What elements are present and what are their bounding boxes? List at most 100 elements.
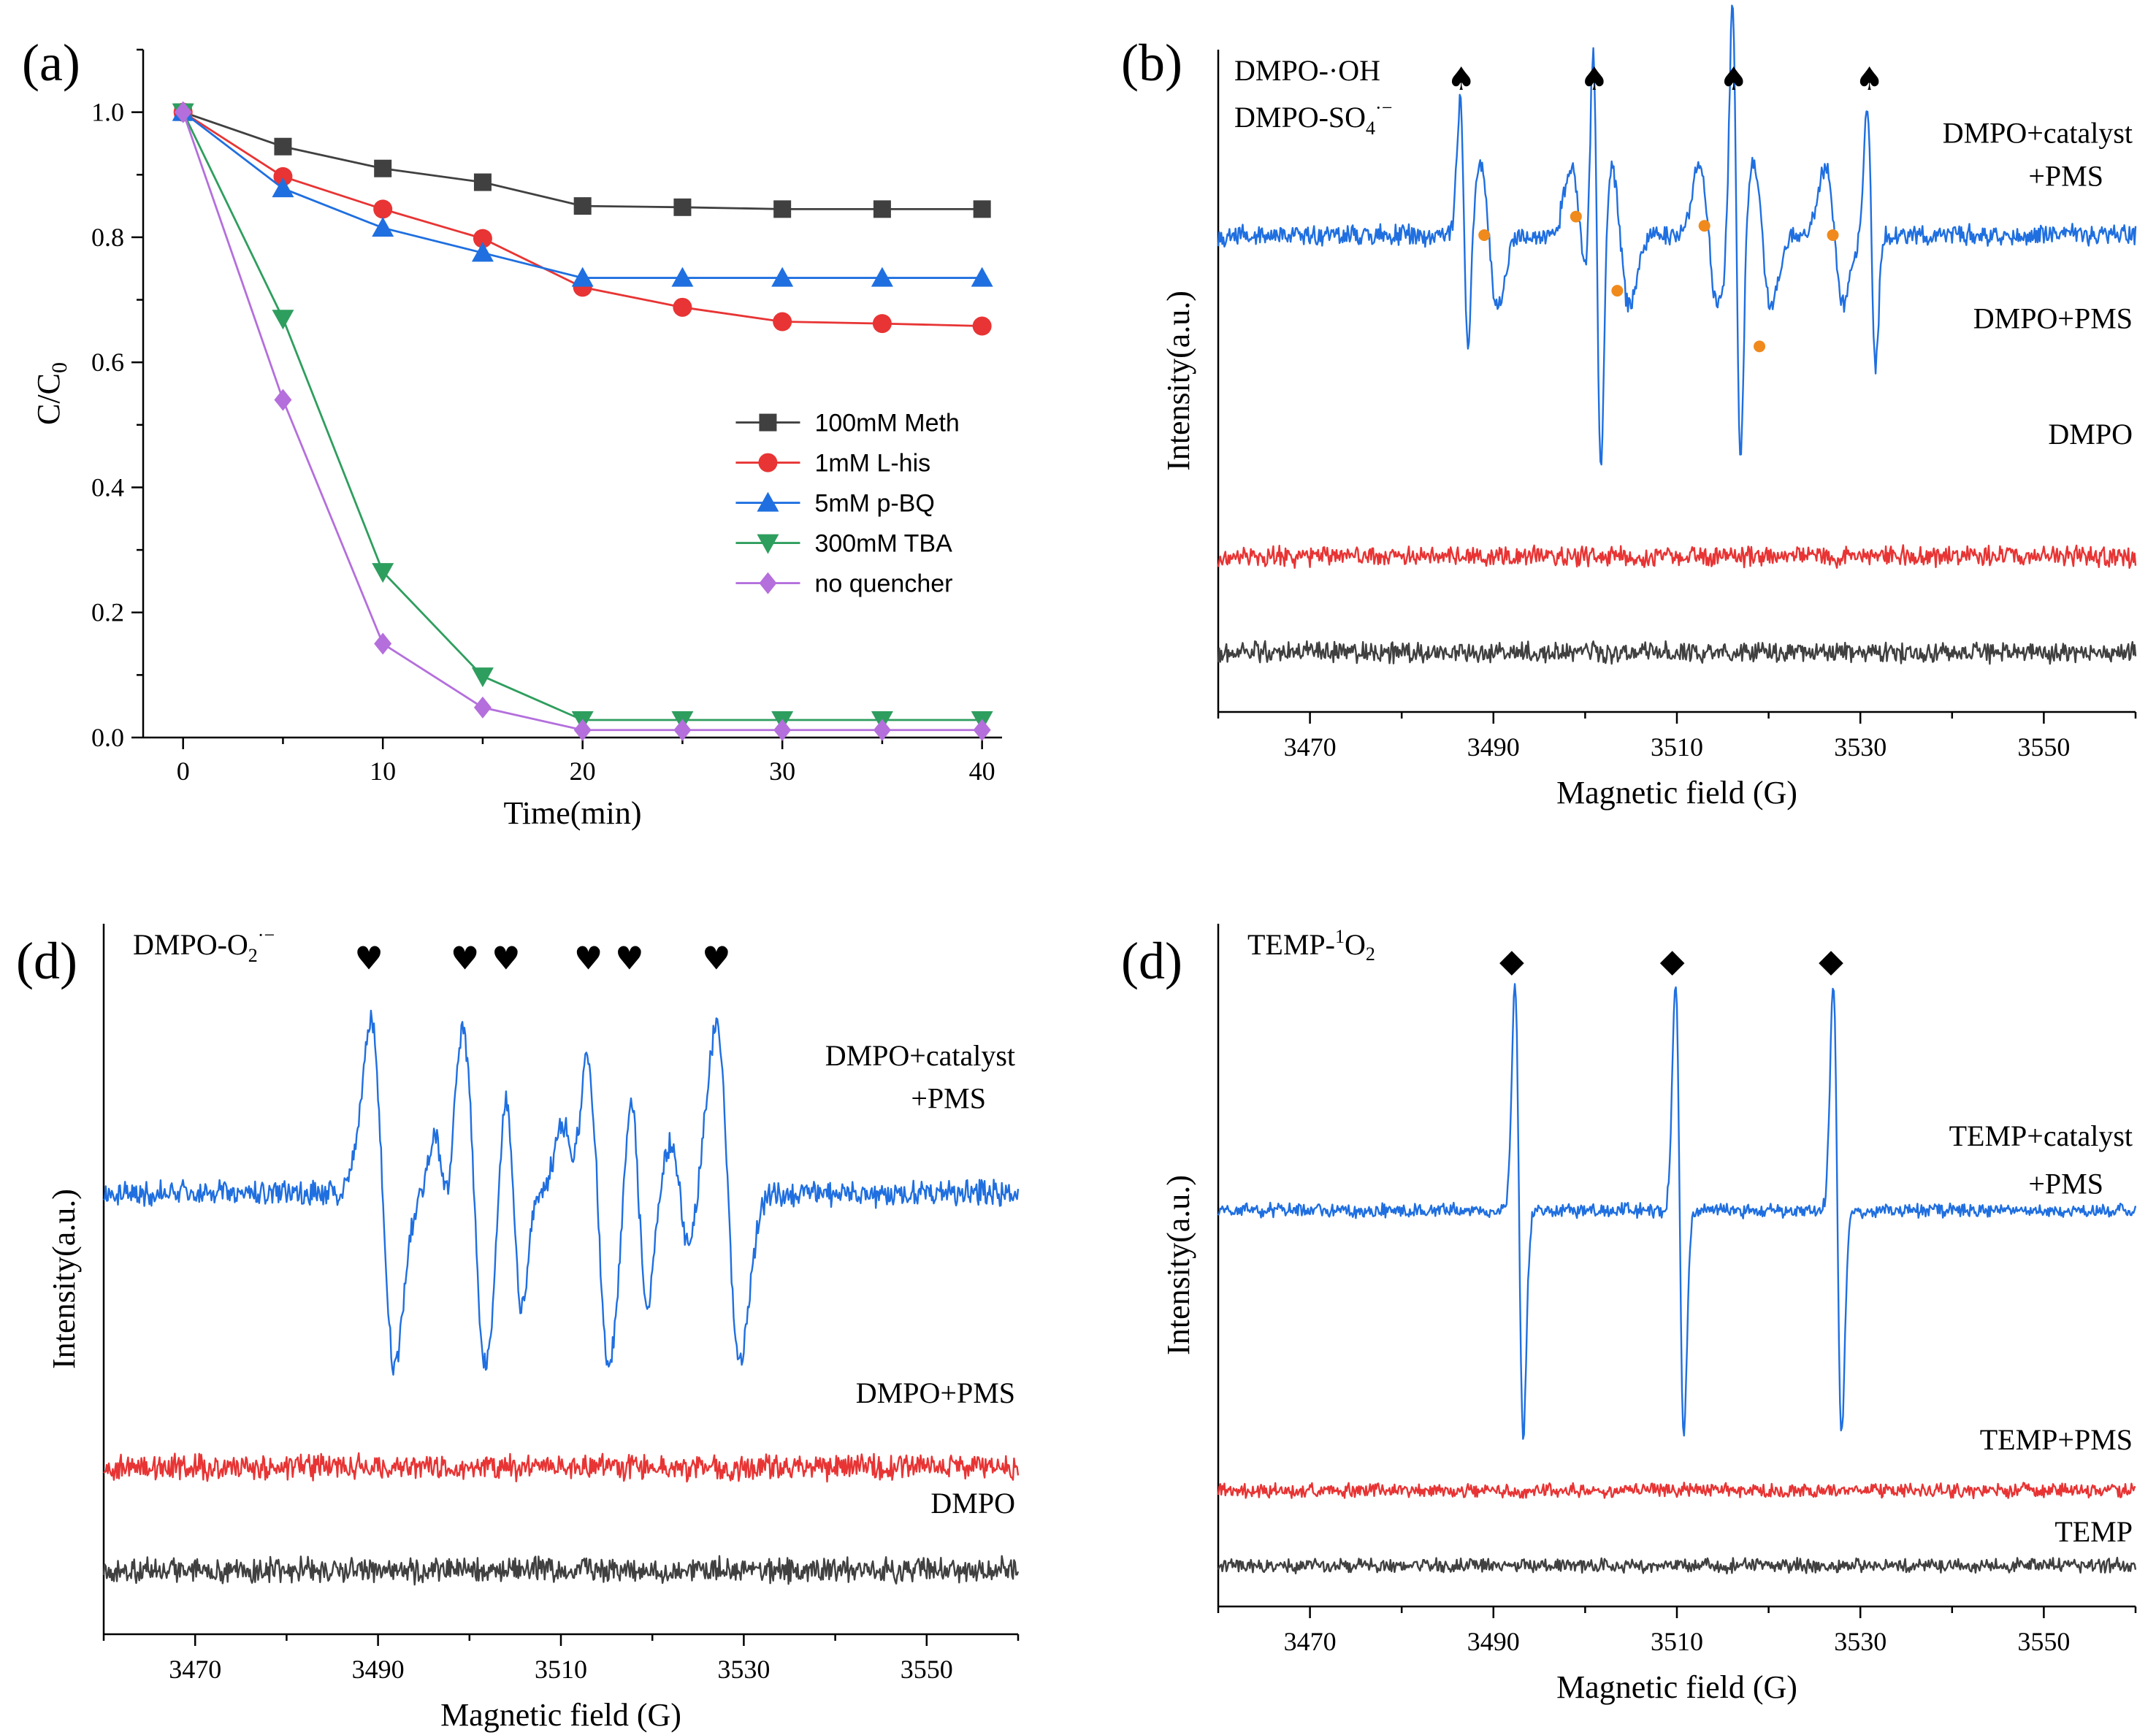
legend-text-after: O bbox=[1345, 928, 1366, 961]
data-point bbox=[473, 696, 492, 719]
data-point bbox=[972, 316, 992, 336]
legend-label: no quencher bbox=[814, 570, 952, 598]
species-legend: DMPO-O2·− bbox=[133, 924, 275, 966]
spade-marker: ♠ bbox=[1855, 61, 1884, 98]
heart-marker: ♥ bbox=[702, 941, 730, 978]
panel-letter: (a) bbox=[22, 34, 80, 92]
panel-letter: (d) bbox=[1121, 932, 1182, 990]
data-point bbox=[372, 563, 394, 583]
orange-dot-marker bbox=[1478, 229, 1491, 241]
x-axis-title: Magnetic field (G) bbox=[1556, 1669, 1797, 1705]
trace-label: DMPO bbox=[930, 1487, 1015, 1520]
x-tick-label: 3550 bbox=[2017, 732, 2070, 762]
x-axis-title: Magnetic field (G) bbox=[1556, 775, 1797, 811]
x-tick-label: 3510 bbox=[1651, 1627, 1703, 1656]
heart-marker: ♥ bbox=[574, 941, 603, 978]
data-point bbox=[973, 200, 991, 218]
data-point bbox=[473, 229, 492, 248]
data-point bbox=[473, 173, 492, 191]
spectrum-0 bbox=[1217, 4, 2137, 466]
diamond-marker: ◆ bbox=[1819, 942, 1843, 979]
x-tick-label: 10 bbox=[370, 757, 396, 786]
x-tick-label: 3530 bbox=[717, 1655, 770, 1684]
data-point bbox=[773, 719, 792, 741]
spade-marker: ♠ bbox=[1719, 61, 1748, 98]
data-point bbox=[174, 101, 192, 123]
legend-sup: ·− bbox=[1375, 97, 1392, 118]
trace-label: TEMP+catalyst bbox=[1949, 1119, 2133, 1152]
legend-marker bbox=[759, 413, 777, 432]
data-point bbox=[773, 312, 792, 332]
x-tick-label: 40 bbox=[969, 757, 995, 786]
panel-epr-1: 3470 3490 3510 3530 3550 Magnetic field (G) In… bbox=[1161, 4, 2137, 811]
legend-marker bbox=[759, 572, 777, 594]
panel-epr-2: 3470 3490 3510 3530 3550 Magnetic field (G) In… bbox=[46, 924, 1020, 1733]
data-point bbox=[971, 267, 993, 287]
y-tick-label: 0.8 bbox=[91, 223, 124, 252]
data-point bbox=[773, 200, 792, 218]
x-tick-label: 3470 bbox=[1284, 1627, 1337, 1656]
data-point bbox=[471, 667, 494, 688]
data-point bbox=[374, 159, 392, 177]
legend-label: 100mM Meth bbox=[814, 410, 959, 437]
y-tick-label: 0.6 bbox=[91, 348, 124, 377]
x-tick-label: 3510 bbox=[1651, 732, 1703, 762]
data-point bbox=[673, 297, 692, 317]
y-axis-title: Intensity(a.u.) bbox=[46, 1189, 82, 1369]
orange-dot-marker bbox=[1611, 285, 1624, 297]
series-line bbox=[183, 111, 982, 210]
species-legend: DMPO-SO4·− bbox=[1234, 97, 1392, 139]
data-point bbox=[373, 199, 393, 219]
legend-sub: 2 bbox=[248, 945, 258, 966]
series-2 bbox=[172, 101, 993, 287]
species-legend: DMPO-·OH bbox=[1234, 54, 1380, 87]
legend-marker bbox=[757, 534, 779, 554]
data-point bbox=[873, 719, 891, 741]
y-tick-label: 1.0 bbox=[91, 98, 124, 127]
trace-label: DMPO bbox=[2048, 418, 2133, 451]
spectrum-1 bbox=[103, 1452, 1020, 1483]
panel-epr-3: 3470 3490 3510 3530 3550 Magnetic field (G) In… bbox=[1161, 924, 2137, 1705]
y-axis-title: Intensity(a.u.) bbox=[1161, 1175, 1196, 1355]
x-tick-label: 3550 bbox=[901, 1655, 953, 1684]
spade-marker: ♠ bbox=[1447, 61, 1475, 98]
spade-marker: ♠ bbox=[1580, 61, 1608, 98]
spectrum-2 bbox=[102, 1555, 1020, 1586]
data-point bbox=[973, 719, 991, 741]
data-point bbox=[771, 267, 794, 287]
trace-label: DMPO+PMS bbox=[856, 1376, 1015, 1409]
y-tick-label: 0.4 bbox=[91, 472, 124, 502]
legend-marker bbox=[758, 453, 778, 472]
x-tick-label: 3490 bbox=[1467, 732, 1520, 762]
trace-label-line2: +PMS bbox=[2028, 159, 2103, 192]
x-tick-label: 0 bbox=[177, 757, 190, 786]
x-tick-label: 3550 bbox=[2017, 1627, 2070, 1656]
trace-label-line2: +PMS bbox=[2028, 1167, 2103, 1200]
spectrum-0 bbox=[103, 1009, 1020, 1376]
legend-sub: 4 bbox=[1366, 118, 1375, 139]
series-0 bbox=[174, 103, 991, 218]
heart-marker: ♥ bbox=[615, 941, 643, 978]
trace-label: TEMP+PMS bbox=[1980, 1423, 2133, 1456]
legend-text-main: TEMP- bbox=[1247, 928, 1335, 961]
data-point bbox=[671, 267, 694, 287]
x-axis-title: Time(min) bbox=[503, 795, 641, 831]
x-tick-label: 3470 bbox=[169, 1655, 221, 1684]
legend-text-main: DMPO-O bbox=[133, 928, 248, 961]
species-legend: TEMP-1O2 bbox=[1247, 926, 1375, 965]
data-point bbox=[274, 137, 292, 156]
series-4 bbox=[174, 101, 991, 741]
trace-label: DMPO+catalyst bbox=[825, 1039, 1015, 1072]
data-point bbox=[872, 314, 892, 334]
legend: 100mM Meth 1mM L-his 5mM p-BQ 300mM TBA no q… bbox=[735, 410, 960, 598]
spectrum-1 bbox=[1217, 1482, 2136, 1500]
legend-marker bbox=[757, 491, 779, 512]
data-point bbox=[273, 166, 293, 186]
x-tick-label: 3530 bbox=[1834, 1627, 1886, 1656]
x-axis-title: Magnetic field (G) bbox=[440, 1697, 681, 1733]
x-tick-label: 30 bbox=[769, 757, 795, 786]
y-axis-title-sub: 0 bbox=[47, 362, 72, 373]
data-point bbox=[374, 632, 392, 655]
legend-label: 300mM TBA bbox=[814, 530, 952, 558]
y-tick-label: 0.0 bbox=[91, 723, 124, 752]
